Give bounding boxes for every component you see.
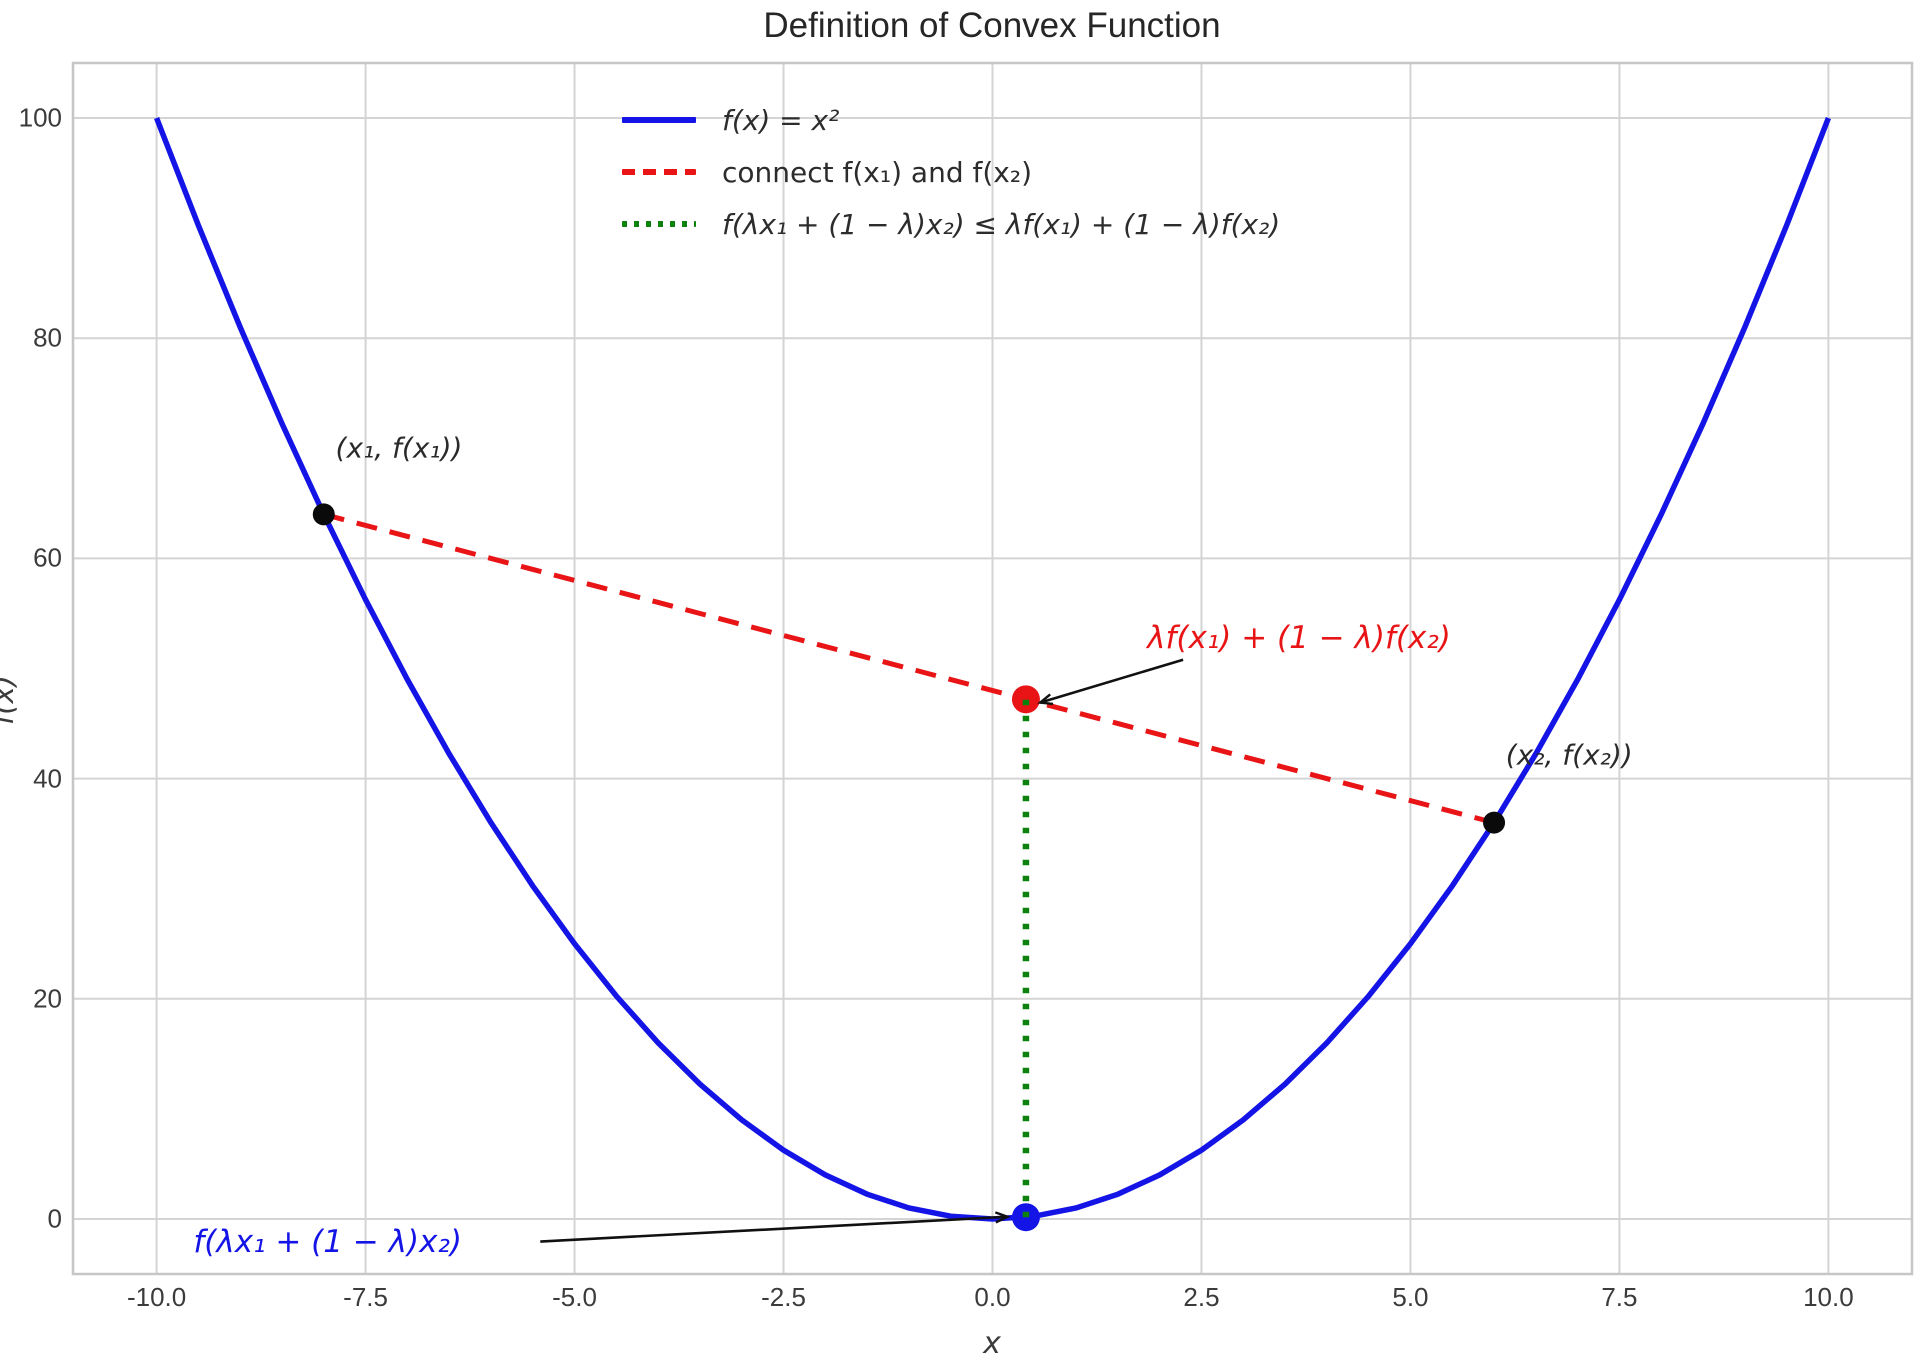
x-axis-label: x: [983, 1326, 1001, 1361]
x-tick-label: -2.5: [761, 1282, 806, 1312]
y-tick-label: 0: [47, 1203, 62, 1234]
y-tick-label: 40: [33, 763, 62, 794]
legend-entry-curve: f(x) = x²: [622, 94, 1280, 146]
annotation-curve-value: f(λx₁ + (1 − λ)x₂): [193, 1224, 462, 1261]
legend-dashed-line-icon: [622, 169, 696, 175]
x-tick-label: 5.0: [1392, 1282, 1429, 1312]
legend-solid-line-icon: [622, 117, 696, 123]
x-tick-label: -5.0: [552, 1282, 597, 1312]
annotation-point-x1: (x₁, f(x₁)): [335, 431, 463, 465]
y-tick-label: 100: [18, 102, 62, 133]
y-tick-label: 60: [33, 542, 62, 573]
x-tick-label: 2.5: [1183, 1282, 1220, 1312]
x-tick-label: -7.5: [343, 1282, 388, 1312]
legend: f(x) = x² connect f(x₁) and f(x₂) f(λx₁ …: [622, 94, 1280, 250]
x-tick-label: 7.5: [1601, 1282, 1638, 1312]
chart-title: Definition of Convex Function: [763, 6, 1221, 45]
y-axis-label: f(x): [0, 675, 20, 725]
annotation-point-x2: (x₂, f(x₂)): [1505, 738, 1633, 772]
legend-label: f(λx₁ + (1 − λ)x₂) ≤ λf(x₁) + (1 − λ)f(x…: [722, 207, 1281, 241]
legend-label: connect f(x₁) and f(x₂): [722, 155, 1032, 189]
x-tick-label: -10.0: [126, 1282, 187, 1312]
x-tick-label: 10.0: [1803, 1282, 1854, 1312]
legend-dotted-line-icon: [622, 221, 696, 227]
legend-entry-inequality: f(λx₁ + (1 − λ)x₂) ≤ λf(x₁) + (1 − λ)f(x…: [622, 198, 1280, 250]
y-tick-label: 80: [33, 322, 62, 353]
legend-entry-chord: connect f(x₁) and f(x₂): [622, 146, 1280, 198]
annotation-chord-value: λf(x₁) + (1 − λ)f(x₂): [1147, 619, 1451, 656]
y-tick-label: 20: [33, 983, 62, 1014]
legend-label: f(x) = x²: [722, 103, 840, 137]
x-tick-label: 0.0: [974, 1282, 1011, 1312]
